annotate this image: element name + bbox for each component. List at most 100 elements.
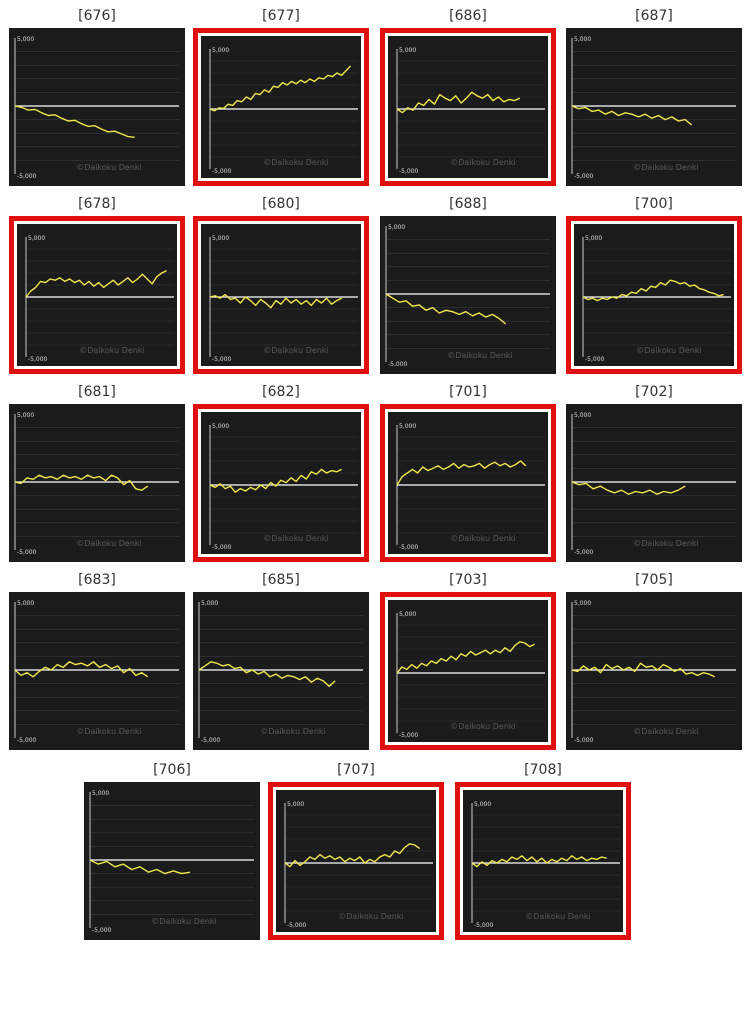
chart-cell: [682] 5,000 -5,000 ©Daikoku Denki	[193, 380, 369, 562]
series-line	[209, 65, 352, 112]
line-chart: 5,000 -5,000 ©Daikoku Denki	[396, 423, 545, 551]
y-tick-label-bottom: -5,000	[17, 737, 37, 744]
line-chart: 5,000 -5,000 ©Daikoku Denki	[14, 412, 179, 556]
chart-cell: [677] 5,000 -5,000 ©Daikoku Denki	[193, 4, 369, 186]
series-line	[582, 279, 724, 302]
y-tick-label-top: 5,000	[201, 600, 218, 607]
chart-cell: [705] 5,000 -5,000 ©Daikoku Denki	[566, 568, 742, 750]
highlight-frame: 5,000 -5,000 ©Daikoku Denki	[268, 782, 444, 940]
y-tick-label-top: 5,000	[212, 47, 229, 54]
chart-frame: 5,000 -5,000 ©Daikoku Denki	[566, 592, 742, 750]
chart-panel: 5,000 -5,000 ©Daikoku Denki	[460, 787, 626, 935]
y-tick-label-top: 5,000	[474, 801, 491, 808]
line-chart: 5,000 -5,000 ©Daikoku Denki	[385, 224, 550, 368]
series-line	[209, 293, 343, 309]
line-chart: 5,000 -5,000 ©Daikoku Denki	[14, 600, 179, 744]
chart-cell: [676] 5,000 -5,000 ©Daikoku Denki	[9, 4, 185, 186]
highlight-frame: 5,000 -5,000 ©Daikoku Denki	[380, 404, 556, 562]
chart-cell: [700] 5,000 -5,000 ©Daikoku Denki	[566, 192, 742, 374]
line-chart: 5,000 -5,000 ©Daikoku Denki	[471, 801, 620, 929]
y-tick-label-top: 5,000	[28, 235, 45, 242]
chart-title: [685]	[262, 572, 300, 588]
watermark: ©Daikoku Denki	[633, 539, 699, 548]
line-chart: 5,000 -5,000 ©Daikoku Denki	[209, 423, 358, 551]
chart-panel: 5,000 -5,000 ©Daikoku Denki	[273, 787, 439, 935]
chart-title: [676]	[78, 8, 116, 24]
highlight-frame: 5,000 -5,000 ©Daikoku Denki	[9, 216, 185, 374]
y-tick-label-top: 5,000	[585, 235, 602, 242]
chart-panel: 5,000 -5,000 ©Daikoku Denki	[198, 409, 364, 557]
y-tick-label-bottom: -5,000	[474, 922, 494, 929]
chart-cell: [707] 5,000 -5,000 ©Daikoku Denki	[268, 758, 444, 940]
watermark: ©Daikoku Denki	[263, 158, 329, 167]
y-tick-label-bottom: -5,000	[28, 356, 48, 363]
watermark: ©Daikoku Denki	[263, 534, 329, 543]
line-chart: 5,000 -5,000 ©Daikoku Denki	[571, 600, 736, 744]
chart-frame: 5,000 -5,000 ©Daikoku Denki	[566, 28, 742, 186]
y-tick-label-bottom: -5,000	[17, 173, 37, 180]
chart-cell: [683] 5,000 -5,000 ©Daikoku Denki	[9, 568, 185, 750]
y-tick-label-bottom: -5,000	[212, 544, 232, 551]
y-tick-label-bottom: -5,000	[585, 356, 605, 363]
chart-title: [708]	[524, 762, 562, 778]
chart-panel: 5,000 -5,000 ©Daikoku Denki	[84, 782, 260, 940]
series-line	[14, 105, 135, 138]
y-tick-label-top: 5,000	[399, 47, 416, 54]
watermark: ©Daikoku Denki	[76, 539, 142, 548]
chart-cell: [687] 5,000 -5,000 ©Daikoku Denki	[566, 4, 742, 186]
chart-title: [703]	[449, 572, 487, 588]
chart-title: [681]	[78, 384, 116, 400]
series-line	[89, 859, 191, 875]
chart-panel: 5,000 -5,000 ©Daikoku Denki	[193, 592, 369, 750]
chart-panel: 5,000 -5,000 ©Daikoku Denki	[198, 221, 364, 369]
chart-panel: 5,000 -5,000 ©Daikoku Denki	[566, 592, 742, 750]
y-tick-label-top: 5,000	[399, 611, 416, 618]
y-tick-label-bottom: -5,000	[574, 173, 594, 180]
chart-title: [688]	[449, 196, 487, 212]
chart-cell: [703] 5,000 -5,000 ©Daikoku Denki	[380, 568, 556, 750]
highlight-frame: 5,000 -5,000 ©Daikoku Denki	[193, 216, 369, 374]
watermark: ©Daikoku Denki	[525, 912, 591, 921]
chart-title: [677]	[262, 8, 300, 24]
chart-panel: 5,000 -5,000 ©Daikoku Denki	[571, 221, 737, 369]
y-tick-label-top: 5,000	[17, 412, 34, 419]
chart-title: [678]	[78, 196, 116, 212]
y-tick-label-bottom: -5,000	[287, 922, 307, 929]
chart-title: [705]	[635, 572, 673, 588]
chart-title: [702]	[635, 384, 673, 400]
series-line	[396, 91, 521, 114]
y-tick-label-bottom: -5,000	[388, 361, 408, 368]
highlight-frame: 5,000 -5,000 ©Daikoku Denki	[193, 404, 369, 562]
y-tick-label-top: 5,000	[574, 36, 591, 43]
chart-panel: 5,000 -5,000 ©Daikoku Denki	[385, 597, 551, 745]
chart-cell: [686] 5,000 -5,000 ©Daikoku Denki	[380, 4, 556, 186]
y-tick-label-top: 5,000	[212, 235, 229, 242]
line-chart: 5,000 -5,000 ©Daikoku Denki	[396, 47, 545, 175]
watermark: ©Daikoku Denki	[76, 727, 142, 736]
watermark: ©Daikoku Denki	[79, 346, 145, 355]
chart-title: [680]	[262, 196, 300, 212]
chart-cell: [678] 5,000 -5,000 ©Daikoku Denki	[9, 192, 185, 374]
chart-panel: 5,000 -5,000 ©Daikoku Denki	[385, 33, 551, 181]
chart-panel: 5,000 -5,000 ©Daikoku Denki	[9, 28, 185, 186]
y-tick-label-bottom: -5,000	[399, 732, 419, 739]
chart-title: [683]	[78, 572, 116, 588]
chart-frame: 5,000 -5,000 ©Daikoku Denki	[566, 404, 742, 562]
line-chart: 5,000 -5,000 ©Daikoku Denki	[582, 235, 731, 363]
highlight-frame: 5,000 -5,000 ©Daikoku Denki	[455, 782, 631, 940]
highlight-frame: 5,000 -5,000 ©Daikoku Denki	[566, 216, 742, 374]
line-chart: 5,000 -5,000 ©Daikoku Denki	[396, 611, 545, 739]
line-chart: 5,000 -5,000 ©Daikoku Denki	[198, 600, 363, 744]
y-tick-label-bottom: -5,000	[17, 549, 37, 556]
watermark: ©Daikoku Denki	[450, 158, 516, 167]
chart-title: [706]	[153, 762, 191, 778]
watermark: ©Daikoku Denki	[450, 534, 516, 543]
y-tick-label-top: 5,000	[399, 423, 416, 430]
series-line	[571, 662, 715, 678]
chart-panel: 5,000 -5,000 ©Daikoku Denki	[566, 28, 742, 186]
line-chart: 5,000 -5,000 ©Daikoku Denki	[209, 235, 358, 363]
chart-frame: 5,000 -5,000 ©Daikoku Denki	[84, 782, 260, 940]
series-line	[25, 269, 167, 298]
series-line	[14, 474, 149, 491]
series-line	[198, 661, 336, 688]
